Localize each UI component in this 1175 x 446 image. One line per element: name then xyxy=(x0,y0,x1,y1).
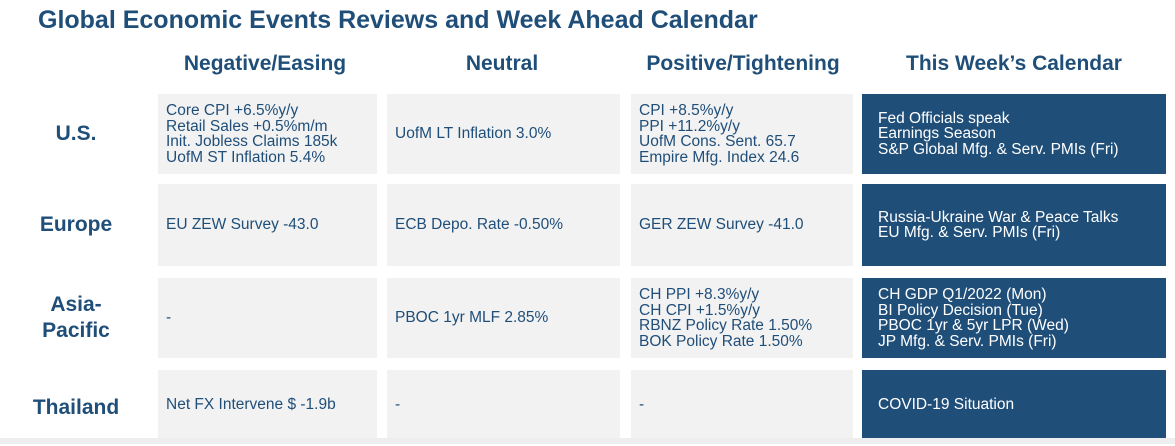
row-header-asia-pacific: Asia- Pacific xyxy=(0,278,152,358)
column-header-neutral: Neutral xyxy=(465,52,539,75)
cell-line: - xyxy=(639,396,645,414)
row-label: Asia- xyxy=(50,293,102,316)
row-header-thailand: Thailand xyxy=(0,370,152,446)
cell-europe-negative: EU ZEW Survey -43.0 xyxy=(158,184,377,266)
cell-line: ECB Depo. Rate -0.50% xyxy=(395,216,564,234)
cell-line: GER ZEW Survey -41.0 xyxy=(639,216,804,234)
cell-line: - xyxy=(395,396,401,414)
row-header-europe: Europe xyxy=(0,184,152,266)
cell-us-negative: Core CPI +6.5%y/y Retail Sales +0.5%m/m … xyxy=(158,94,377,174)
cell-us-positive: CPI +8.5%y/y PPI +11.2%y/y UofM Cons. Se… xyxy=(631,94,853,174)
row-label: Pacific xyxy=(42,319,110,342)
cell-line: CH GDP Q1/2022 (Mon) xyxy=(878,286,1047,303)
row-label: Thailand xyxy=(32,396,120,419)
cell-line: CH PPI +8.3%y/y xyxy=(639,286,760,303)
cell-line: JP Mfg. & Serv. PMIs (Fri) xyxy=(878,332,1057,350)
page-title: Global Economic Events Reviews and Week … xyxy=(38,6,758,34)
row-label: Europe xyxy=(39,213,113,236)
cell-us-calendar: Fed Officials speak Earnings Season S&P … xyxy=(862,94,1166,174)
cell-line: Init. Jobless Claims 185k xyxy=(166,133,338,150)
bottom-divider xyxy=(0,438,1175,444)
cell-asia-pacific-neutral: PBOC 1yr MLF 2.85% xyxy=(387,278,620,358)
row-label: U.S. xyxy=(55,122,97,145)
cell-line: Net FX Intervene $ -1.9b xyxy=(166,396,336,414)
cell-line: Core CPI +6.5%y/y xyxy=(166,102,299,119)
cell-line: EU ZEW Survey -43.0 xyxy=(166,216,319,234)
cell-europe-calendar: Russia-Ukraine War & Peace Talks EU Mfg.… xyxy=(862,184,1166,266)
cell-asia-pacific-calendar: CH GDP Q1/2022 (Mon) BI Policy Decision … xyxy=(862,278,1166,358)
cell-line: COVID-19 Situation xyxy=(878,396,1015,414)
cell-line: Russia-Ukraine War & Peace Talks xyxy=(878,208,1119,226)
cell-europe-positive: GER ZEW Survey -41.0 xyxy=(631,184,853,266)
cell-line: Fed Officials speak xyxy=(878,109,1010,127)
cell-thailand-neutral: - xyxy=(387,370,620,440)
cell-line: - xyxy=(166,309,172,327)
cell-line: CPI +8.5%y/y xyxy=(639,102,734,119)
cell-line: Retail Sales +0.5%m/m xyxy=(166,117,328,135)
cell-asia-pacific-negative: - xyxy=(158,278,377,358)
cell-line: UofM Cons. Sent. 65.7 xyxy=(639,133,796,150)
cell-line: Earnings Season xyxy=(878,125,997,143)
cell-line: PPI +11.2%y/y xyxy=(639,117,740,135)
cell-line: UofM LT Inflation 3.0% xyxy=(395,125,552,143)
column-header-positive: Positive/Tightening xyxy=(646,52,840,75)
cell-line: S&P Global Mfg. & Serv. PMIs (Fri) xyxy=(878,140,1119,158)
cell-line: CH CPI +1.5%y/y xyxy=(639,301,761,319)
cell-line: UofM ST Inflation 5.4% xyxy=(166,148,326,166)
cell-thailand-positive: - xyxy=(631,370,853,440)
cell-line: PBOC 1yr & 5yr LPR (Wed) xyxy=(878,317,1069,334)
cell-europe-neutral: ECB Depo. Rate -0.50% xyxy=(387,184,620,266)
cell-line: PBOC 1yr MLF 2.85% xyxy=(395,309,549,327)
cell-line: BOK Policy Rate 1.50% xyxy=(639,332,803,350)
cell-line: EU Mfg. & Serv. PMIs (Fri) xyxy=(878,224,1061,241)
cell-thailand-negative: Net FX Intervene $ -1.9b xyxy=(158,370,377,440)
cell-line: BI Policy Decision (Tue) xyxy=(878,301,1043,319)
cell-us-neutral: UofM LT Inflation 3.0% xyxy=(387,94,620,174)
cell-line: Empire Mfg. Index 24.6 xyxy=(639,148,800,166)
cell-line: RBNZ Policy Rate 1.50% xyxy=(639,317,813,334)
cell-thailand-calendar: COVID-19 Situation xyxy=(862,370,1166,440)
column-header-negative: Negative/Easing xyxy=(183,52,347,75)
cell-asia-pacific-positive: CH PPI +8.3%y/y CH CPI +1.5%y/y RBNZ Pol… xyxy=(631,278,853,358)
row-header-us: U.S. xyxy=(0,94,152,174)
column-header-calendar: This Week’s Calendar xyxy=(906,52,1122,75)
